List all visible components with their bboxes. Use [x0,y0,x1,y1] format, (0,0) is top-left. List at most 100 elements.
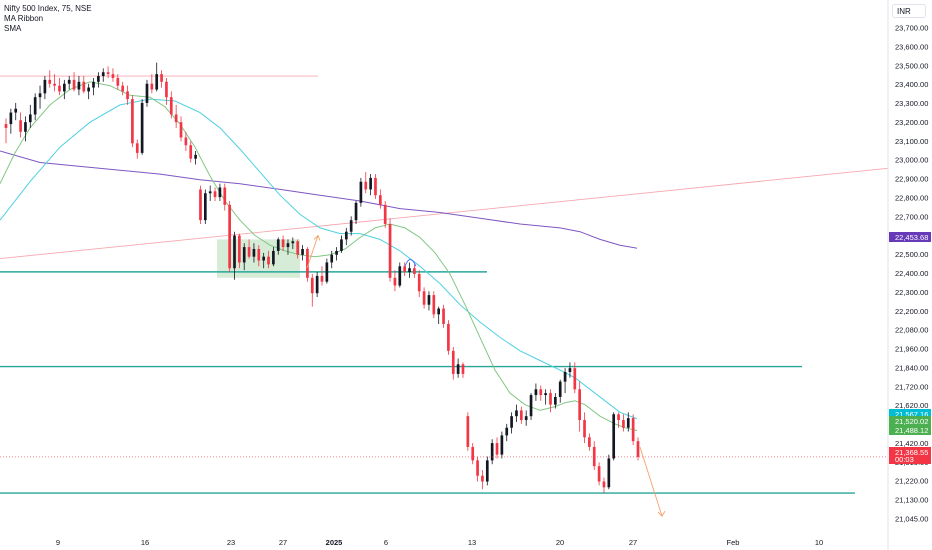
last-price-countdown: 00:03 [895,455,914,464]
candle-body [19,120,22,132]
candle-body [228,204,231,269]
currency-selector[interactable]: INR [892,4,926,18]
candle-body [573,368,577,390]
indicator-ma-ribbon[interactable]: MA Ribbon [4,14,44,23]
ma-slow-price-tag-bg [889,409,931,419]
last-price-tag: 21,368.55 [895,448,928,457]
candle-body [189,145,193,159]
moving-averages [0,81,638,432]
candle-body [291,241,295,244]
candle-body [626,418,630,428]
symbol-title[interactable]: Nifty 500 Index, 75, NSE [4,4,92,13]
support-lines [0,271,855,494]
ma-ribbon-slow-line [0,98,638,420]
y-tick-label: 22,700.00 [895,212,928,221]
sma-price-tag: 22,453.68 [895,233,928,242]
candle-body [544,393,547,396]
candle-body [578,389,581,421]
candle-body [612,414,616,459]
candle-body [169,97,173,115]
sma-line [0,150,638,249]
projection-arrowhead [313,234,321,241]
candle-body [155,74,159,90]
y-tick-label: 22,300.00 [895,288,928,297]
candle-body [106,72,110,75]
candle-body [203,193,207,221]
candle-body [349,220,353,232]
candle-body [427,295,431,305]
x-tick-label: 13 [468,538,476,547]
candle-body [485,460,489,482]
candle-body [529,395,533,417]
x-tick-label: 2025 [326,538,343,547]
candle-body [592,446,596,467]
candle-body [257,248,261,261]
candle-body [515,410,518,417]
y-tick-label: 22,900.00 [895,175,928,184]
candle-body [413,268,416,274]
x-tick-label: 10 [815,538,823,547]
candle-body [325,262,329,282]
candles [4,62,640,494]
candle-body [306,248,309,278]
candle-body [58,85,61,92]
candle-body [631,418,635,442]
y-tick-label: 21,720.00 [895,382,928,391]
candle-body [447,323,450,351]
candle-body [500,435,504,455]
candle-body [38,93,42,98]
y-tick-label: 22,080.00 [895,326,928,335]
candle-body [4,124,8,128]
candle-body [199,189,202,221]
projection-arrow [306,235,319,269]
candle-body [588,437,591,447]
currency-label: INR [897,6,911,16]
candle-body [422,291,426,305]
candle-body [131,99,134,144]
ma-fast-price-tag: 21,488.12 [895,426,928,435]
y-tick-label: 21,620.00 [895,401,928,410]
candle-body [490,443,494,461]
candle-body [184,137,188,146]
candle-body [179,122,183,138]
x-tick-label: 6 [384,538,388,547]
candle-body [150,83,154,90]
time-axis[interactable]: 9 16 23 27 2025 6 13 20 27 Feb 10 [56,538,823,547]
y-tick-label: 21,130.00 [895,496,928,505]
candle-body [481,475,484,482]
y-tick-label: 23,100.00 [895,137,928,146]
candle-body [344,231,348,240]
candle-body [534,389,538,396]
candle-body [568,368,572,372]
ma-ribbon-fast-line [0,81,638,432]
sma-price-tag-bg [889,232,931,242]
candle-body [208,191,212,194]
candle-body [636,441,640,457]
candle-body [9,112,13,125]
candle-body [510,416,513,428]
candle-body [558,381,562,397]
candle-body [369,177,372,190]
candle-body [121,85,125,92]
candle-body [67,79,71,84]
ma-slow-price-tag: 21,567.16 [895,410,928,419]
candle-body [218,187,222,198]
y-tick-label: 22,400.00 [895,269,928,278]
candle-body [374,177,377,196]
candle-body [315,275,319,294]
candle-body [359,181,363,203]
annotations [306,234,666,517]
indicator-sma[interactable]: SMA [4,24,22,33]
x-tick-label: 23 [227,538,235,547]
candle-body [456,364,460,374]
y-tick-label: 21,220.00 [895,477,928,486]
candle-body [194,154,197,159]
x-tick-label: 27 [279,538,287,547]
candle-body [33,97,37,115]
candle-body [92,81,95,88]
candle-body [554,396,557,405]
y-tick-label: 23,400.00 [895,80,928,89]
arc-marker [404,259,417,267]
candle-body [165,81,168,98]
